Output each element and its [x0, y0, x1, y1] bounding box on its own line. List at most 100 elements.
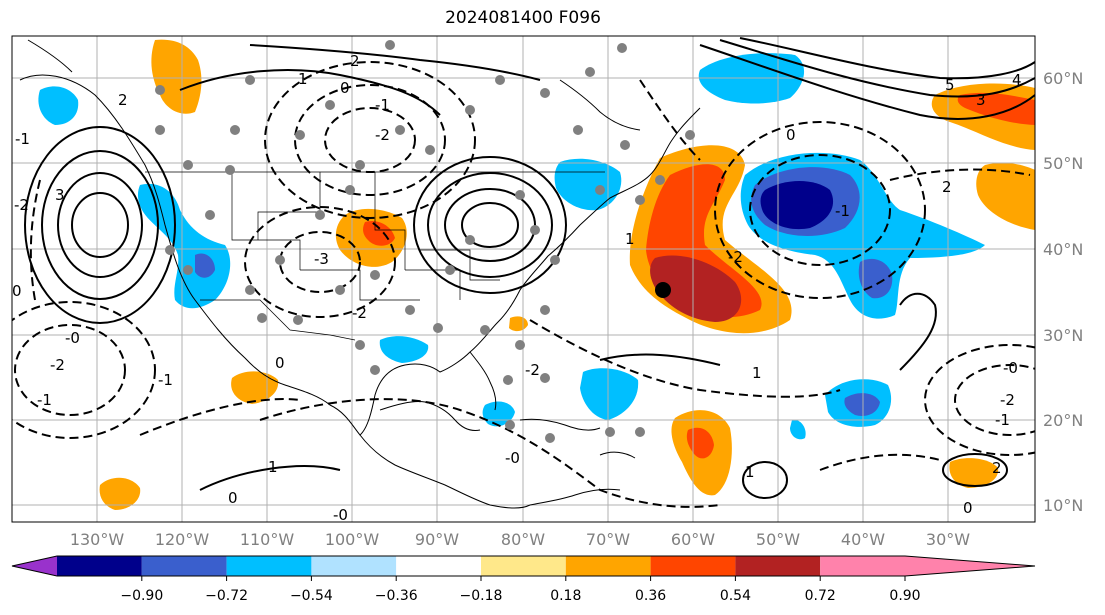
contour-label: -0	[505, 449, 520, 467]
negative-anomaly-region	[137, 183, 231, 309]
negative-anomaly-region	[844, 393, 880, 416]
contour-label: 0	[228, 489, 238, 507]
colorbar-tick-label: −0.54	[290, 588, 333, 604]
colorbar-segment	[141, 556, 227, 576]
colorbar-tick-label: −0.90	[120, 588, 163, 604]
negative-anomaly-region	[38, 86, 79, 125]
colorbar-tick-label: 0.36	[635, 588, 666, 604]
contour-label: -0	[1003, 359, 1018, 377]
colorbar-tick-label: 0.54	[720, 588, 751, 604]
contour-label: 1	[298, 70, 308, 88]
station-dots	[155, 40, 695, 443]
colorbar-extend-low	[12, 556, 57, 576]
colorbar-segment	[481, 556, 566, 576]
positive-anomaly-region	[509, 316, 528, 332]
lon-label: 40°W	[841, 530, 885, 549]
political-borders	[145, 171, 605, 341]
lon-label: 30°W	[926, 530, 970, 549]
contour-label: 3	[976, 91, 986, 109]
colorbar-segment	[311, 556, 397, 576]
negative-anomaly-region	[195, 253, 215, 278]
colorbar-outline	[11, 555, 1036, 577]
contour-lines	[24, 37, 1035, 499]
lat-label: 20°N	[1043, 411, 1083, 430]
colorbar-extend-high	[905, 556, 1035, 576]
colorbar-tick-label: −0.72	[205, 588, 248, 604]
lon-label: 110°W	[240, 530, 295, 549]
positive-anomaly-region	[231, 371, 279, 404]
coastlines	[19, 39, 701, 509]
negative-anomaly-region	[554, 158, 622, 211]
negative-anomaly-region	[760, 181, 834, 230]
contour-label: 4	[1012, 71, 1022, 89]
contour-label: 2	[350, 52, 360, 70]
colorbar-segment	[57, 556, 142, 576]
colorbar-segment	[396, 556, 481, 576]
contour-label: 0	[275, 354, 285, 372]
negative-anomaly-region	[379, 336, 429, 363]
storm-center-marker	[655, 282, 671, 298]
contour-label: -2	[375, 126, 390, 144]
contour-label: 0	[786, 126, 796, 144]
contour-label: -1	[37, 391, 52, 409]
lat-label: 60°N	[1043, 69, 1083, 88]
positive-anomaly-region	[686, 427, 714, 459]
colorbar: −0.90 −0.72 −0.54 −0.36 −0.18 0.18 0.36 …	[11, 555, 1036, 604]
contour-label: 3	[55, 186, 65, 204]
lat-label: 50°N	[1043, 154, 1083, 173]
contour-label: -2	[728, 248, 743, 266]
colorbar-segment	[565, 556, 651, 576]
lon-label: 120°W	[155, 530, 210, 549]
contour-label: -1	[835, 202, 850, 220]
map-title: 2024081400 F096	[445, 8, 601, 28]
contour-label: -0	[333, 506, 348, 524]
colorbar-segment	[735, 556, 821, 576]
contour-label: -1	[995, 411, 1010, 429]
contour-label: 1	[745, 463, 755, 481]
lat-label: 10°N	[1043, 496, 1083, 515]
negative-anomaly-region	[580, 368, 639, 420]
lat-label: 30°N	[1043, 326, 1083, 345]
latitude-labels: 60°N 50°N 40°N 30°N 20°N 10°N	[1043, 69, 1083, 515]
contour-label: 2	[992, 459, 1002, 477]
lon-label: 100°W	[325, 530, 380, 549]
colorbar-tick-label: 0.90	[889, 588, 920, 604]
contour-label: -1	[15, 130, 30, 148]
lon-label: 70°W	[586, 530, 630, 549]
longitude-labels: 130°W 120°W 110°W 100°W 90°W 80°W 70°W 6…	[70, 530, 970, 549]
positive-anomaly-region	[949, 458, 999, 488]
contour-lines-dashed	[12, 61, 1035, 508]
contour-label: -2	[50, 356, 65, 374]
contour-label: -0	[65, 329, 80, 347]
colorbar-segment	[650, 556, 736, 576]
contour-label: 2	[942, 178, 952, 196]
colorbar-segment	[226, 556, 312, 576]
contour-label: 0	[963, 499, 973, 517]
positive-anomaly-region	[957, 92, 1035, 125]
contour-label: -1	[158, 371, 173, 389]
colorbar-segment	[820, 556, 905, 576]
contour-label: -3	[314, 250, 329, 268]
contour-label: 5	[945, 76, 955, 94]
positive-anomaly-region	[650, 255, 742, 322]
positive-anomaly-region	[363, 220, 395, 246]
contour-label-group: 1 2 0 2 3 -2 -1 -0 -2 -1 -3 -2 4 5 3 0 -…	[12, 52, 1022, 524]
contour-label: 1	[625, 230, 635, 248]
lon-label: 130°W	[70, 530, 125, 549]
colorbar-tick-label: −0.18	[460, 588, 503, 604]
contour-label: 0	[340, 79, 350, 97]
negative-anomaly-region	[790, 419, 806, 440]
contour-label: -1	[375, 96, 390, 114]
contour-label: -2	[352, 304, 367, 322]
lon-label: 90°W	[415, 530, 459, 549]
map-frame	[11, 35, 1036, 523]
contour-label: 2	[118, 91, 128, 109]
lon-label: 60°W	[671, 530, 715, 549]
lat-label: 40°N	[1043, 240, 1083, 259]
colorbar-tick-label: 0.18	[550, 588, 581, 604]
positive-anomaly-region	[151, 39, 202, 114]
contour-label: -2	[14, 196, 29, 214]
colorbar-tick-label: −0.36	[375, 588, 418, 604]
colorbar-tick-label: 0.72	[805, 588, 836, 604]
